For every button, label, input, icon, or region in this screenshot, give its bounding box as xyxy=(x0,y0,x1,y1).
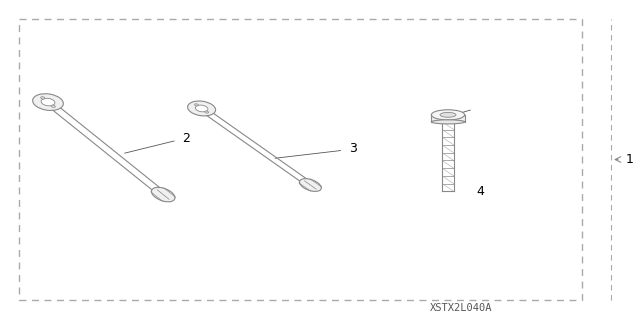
Polygon shape xyxy=(198,107,314,186)
Polygon shape xyxy=(44,101,167,196)
Ellipse shape xyxy=(188,101,216,116)
Text: XSTX2L040A: XSTX2L040A xyxy=(429,303,492,313)
Text: 4: 4 xyxy=(477,185,484,198)
Ellipse shape xyxy=(300,179,321,191)
Ellipse shape xyxy=(205,111,209,113)
Ellipse shape xyxy=(41,98,55,106)
Bar xyxy=(431,115,465,122)
Ellipse shape xyxy=(33,94,63,110)
Text: 2: 2 xyxy=(182,132,190,145)
Ellipse shape xyxy=(431,110,465,120)
Ellipse shape xyxy=(51,105,55,108)
Text: 3: 3 xyxy=(349,142,356,155)
Ellipse shape xyxy=(152,187,175,202)
Bar xyxy=(19,19,582,300)
Ellipse shape xyxy=(195,104,198,106)
Ellipse shape xyxy=(440,112,456,117)
Ellipse shape xyxy=(431,120,465,124)
Ellipse shape xyxy=(41,97,45,99)
Text: 1: 1 xyxy=(626,153,634,166)
Ellipse shape xyxy=(195,105,208,112)
